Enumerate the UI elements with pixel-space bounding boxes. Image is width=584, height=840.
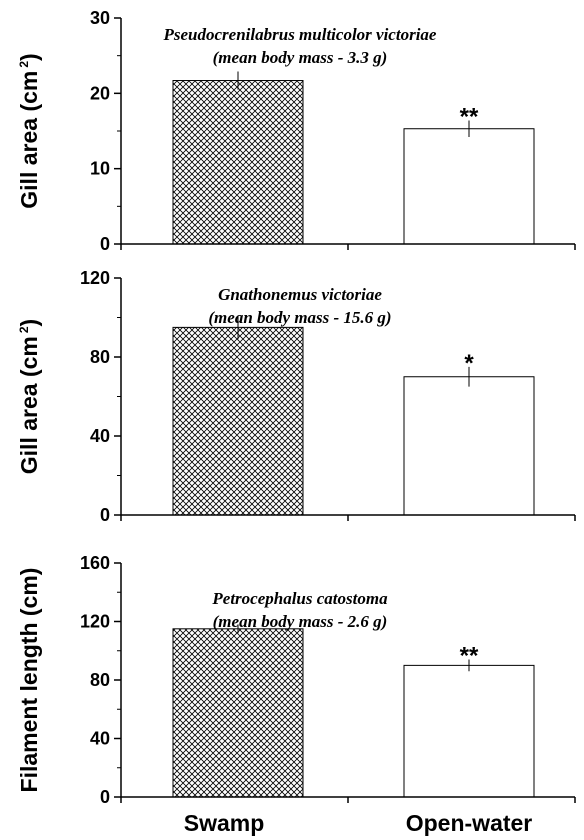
y-tick-label: 120 (80, 268, 110, 288)
bar-open-water (403, 664, 535, 798)
significance-label: ** (460, 103, 479, 130)
bar-swamp (172, 80, 304, 245)
bar-open-water (403, 128, 535, 245)
y-tick-label: 40 (90, 426, 110, 446)
species-name: Gnathonemus victoriae (218, 285, 382, 304)
x-category-label: Open-water (406, 810, 533, 836)
y-tick-label: 80 (90, 347, 110, 367)
species-name: Pseudocrenilabrus multicolor victoriae (163, 25, 437, 44)
panel-1: ** 0 10 20 30 Gill area (cm2) Pseudocrenilabru… (16, 8, 576, 254)
y-axis-label: Gill area (cm2) (16, 319, 42, 474)
bar-swamp (172, 326, 304, 516)
body-mass-note: (mean body mass - 2.6 g) (213, 612, 388, 631)
y-tick-label: 120 (80, 612, 110, 632)
y-tick-label: 20 (90, 83, 110, 103)
y-axis-label: Filament length (cm) (16, 568, 42, 793)
species-name: Petrocephalus catostoma (211, 589, 388, 608)
y-tick-label: 160 (80, 553, 110, 573)
y-axis-label: Gill area (cm2) (16, 53, 42, 208)
y-tick-label: 30 (90, 8, 110, 28)
bar-open-water (403, 376, 535, 516)
body-mass-note: (mean body mass - 3.3 g) (213, 48, 388, 67)
y-tick-label: 80 (90, 670, 110, 690)
bar-swamp (172, 628, 304, 798)
panel-2: * 0 40 80 120 Gill area (cm2) Gnathonemus vict… (16, 268, 576, 525)
y-tick-label: 0 (100, 787, 110, 807)
y-tick-label: 40 (90, 729, 110, 749)
y-tick-label: 0 (100, 505, 110, 525)
x-category-label: Swamp (184, 810, 265, 836)
significance-label: * (464, 350, 474, 377)
y-tick-label: 0 (100, 234, 110, 254)
body-mass-note: (mean body mass - 15.6 g) (208, 308, 391, 327)
panel-3: ** 0 40 80 120 160 Filament length (cm) Petroce… (16, 553, 576, 836)
y-tick-label: 10 (90, 159, 110, 179)
significance-label: ** (460, 643, 479, 670)
